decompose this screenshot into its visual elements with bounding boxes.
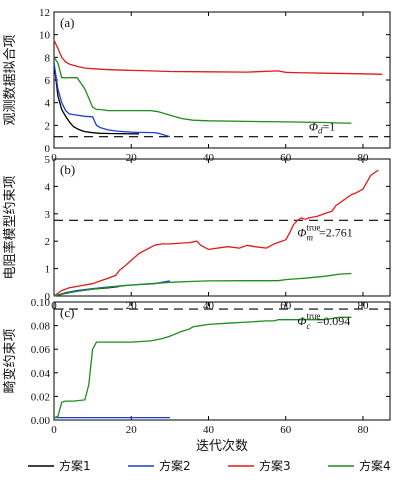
axes-frame <box>53 158 391 297</box>
y-tick-label: 8 <box>45 52 51 64</box>
y-tick-label: 0.08 <box>31 321 51 333</box>
y-tick-label: 0.04 <box>31 368 51 380</box>
y-tick-label: 2 <box>45 236 51 248</box>
series-line-方案4 <box>53 316 352 419</box>
x-tick-label: 80 <box>357 424 369 436</box>
y-axis-label: 观测数据拟合项 <box>3 34 18 125</box>
x-tick-label: 40 <box>203 152 215 164</box>
x-tick-label: 60 <box>280 152 292 164</box>
legend-item: 方案2 <box>128 458 191 473</box>
y-tick-label: 3 <box>45 209 51 221</box>
y-axis-label: 畸变约束项 <box>2 328 18 393</box>
y-tick-label: 0.02 <box>31 391 50 403</box>
y-tick-label: 10 <box>39 30 51 42</box>
legend-label: 方案3 <box>259 458 291 473</box>
target-annotation: Φtrue m =2.761 <box>297 222 352 242</box>
y-tick-label: 12 <box>39 7 50 19</box>
y-tick-label: 1 <box>45 264 51 276</box>
series-line-方案1 <box>53 62 139 135</box>
x-tick-label: 20 <box>126 424 138 436</box>
x-tick-label: 20 <box>126 152 138 164</box>
x-tick-label: 80 <box>357 152 369 164</box>
axes-frame <box>53 11 391 149</box>
x-tick-label: 60 <box>280 424 292 436</box>
legend: 方案1 方案2 方案3 方案4 <box>28 458 391 473</box>
target-annotation: Φd=1 <box>309 120 335 136</box>
series-line-方案4 <box>53 56 352 124</box>
y-tick-label: 4 <box>45 181 51 193</box>
legend-label: 方案4 <box>359 458 391 473</box>
panel-label: (a) <box>60 15 74 30</box>
panel-3: 0 20 40 60 80 0.00 0.02 0.04 0.06 0.08 0.10 畸变约束项迭代… <box>2 297 391 454</box>
legend-label: 方案2 <box>159 458 191 473</box>
chart-panels: 020406080024681012观测数据拟合项(a)Φd=102040608… <box>2 7 391 454</box>
legend-item: 方案1 <box>28 458 91 473</box>
y-tick-label: 6 <box>45 75 51 87</box>
legend-item: 方案3 <box>228 458 291 473</box>
panel-label: (c) <box>60 305 74 320</box>
y-tick-label: 0 <box>45 143 51 155</box>
x-tick-label: 0 <box>51 152 57 164</box>
series-line-方案3 <box>53 40 383 75</box>
y-tick-label: 4 <box>45 98 51 110</box>
panel-1: 0 20 40 60 80 0 2 4 6 8 10 12 观测数据拟合项 (a) Φd=1 <box>3 7 391 164</box>
series-line-方案3 <box>53 169 379 297</box>
panel-label: (b) <box>60 162 75 177</box>
axes-frame <box>53 301 391 421</box>
y-tick-label: 0 <box>45 291 51 303</box>
y-tick-label: 5 <box>45 154 51 166</box>
y-tick-label: 0.10 <box>31 297 51 309</box>
y-tick-label: 2 <box>45 120 51 132</box>
x-axis-label: 迭代次数 <box>196 438 248 454</box>
y-axis-label: 电阻率模型约束项 <box>2 175 18 279</box>
target-annotation: Φtrue c =0.094 <box>297 311 350 331</box>
y-tick-label: 0.06 <box>31 344 51 356</box>
legend-item: 方案4 <box>328 458 391 473</box>
series-line-方案2 <box>53 62 171 138</box>
series-line-方案4 <box>53 272 352 297</box>
x-tick-label: 0 <box>51 424 57 436</box>
y-tick-label: 0.00 <box>31 415 51 427</box>
legend-label: 方案1 <box>59 458 91 473</box>
x-tick-label: 40 <box>203 424 215 436</box>
